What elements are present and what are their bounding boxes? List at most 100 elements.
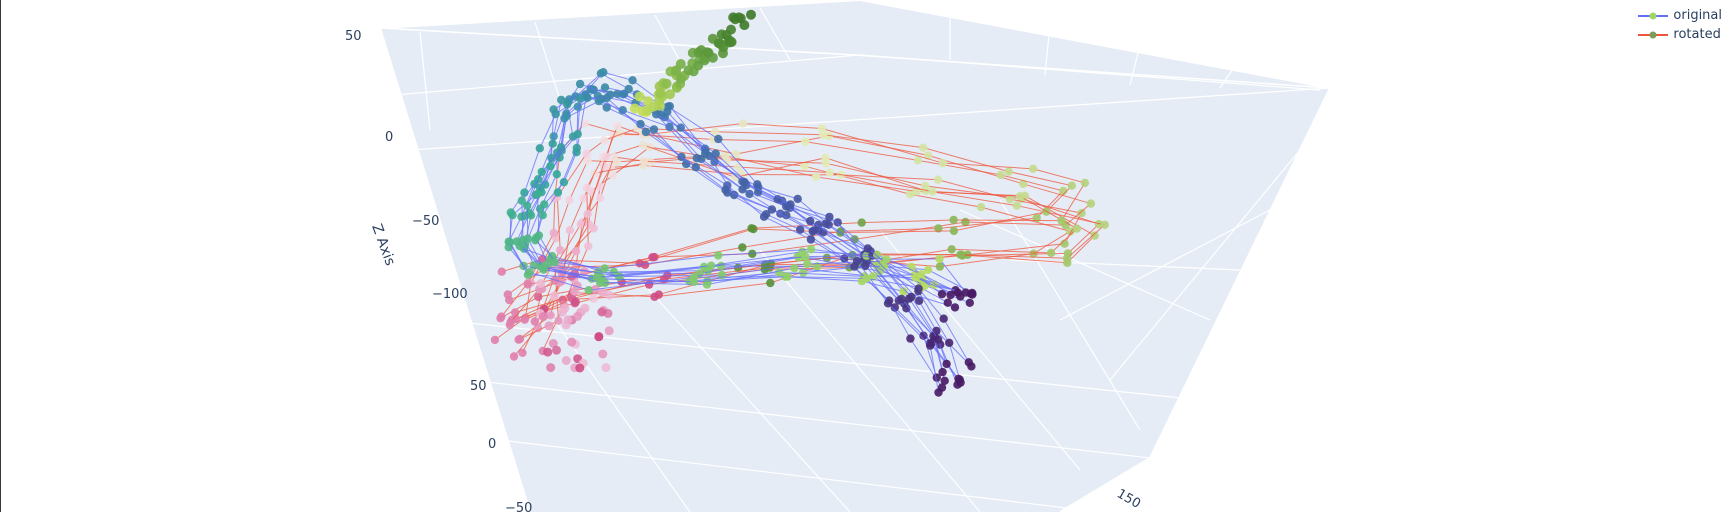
rotated-point	[825, 168, 834, 177]
rotated-point	[579, 194, 588, 203]
rotated-point	[613, 121, 622, 131]
original-point	[711, 149, 720, 158]
rotated-point	[919, 143, 928, 152]
rotated-point	[597, 307, 607, 317]
rotated-point	[639, 156, 648, 166]
original-point	[517, 212, 526, 221]
original-point	[965, 298, 974, 307]
rotated-point	[601, 363, 611, 373]
gridline	[534, 21, 561, 101]
original-point	[860, 261, 870, 271]
gridline	[1109, 149, 1301, 381]
original-point	[515, 241, 524, 251]
legend-label-original: original	[1673, 8, 1722, 23]
rotated-point	[523, 280, 532, 289]
original-point	[964, 358, 973, 367]
gridline	[439, 319, 1201, 401]
gridline	[394, 54, 861, 96]
rotated-point	[582, 183, 591, 193]
rotated-point	[905, 190, 915, 199]
rotated-point	[573, 311, 582, 321]
rotated-point	[604, 326, 614, 336]
original-point	[710, 157, 719, 166]
z-tick-label: −50	[412, 214, 439, 229]
rotated-point	[1005, 194, 1015, 204]
z-tick-label: −100	[432, 287, 468, 302]
gridline	[469, 379, 1151, 459]
rotated-point	[949, 215, 958, 225]
original-point	[535, 144, 544, 153]
original-point	[600, 83, 610, 92]
original-point	[923, 265, 933, 274]
original-point	[868, 272, 878, 281]
rotated-point	[1015, 192, 1025, 201]
original-point	[553, 188, 563, 197]
original-point	[738, 185, 747, 194]
rotated-point	[857, 218, 866, 227]
original-point	[862, 274, 871, 283]
original-point	[717, 270, 727, 280]
original-point	[932, 373, 941, 382]
rotated-point	[549, 291, 559, 301]
original-point	[702, 280, 712, 289]
rotated-point	[1067, 181, 1077, 190]
original-point	[906, 334, 915, 343]
original-point	[665, 122, 674, 132]
gridline	[639, 279, 851, 512]
original-point	[707, 261, 716, 270]
original-point	[950, 303, 960, 312]
original-point	[934, 388, 943, 397]
legend-item-rotated[interactable]: rotated	[1638, 25, 1722, 44]
rotated-point	[821, 153, 830, 162]
rotated-point	[638, 140, 648, 149]
y-tick-label: 50	[470, 379, 487, 394]
original-point	[946, 290, 955, 300]
rotated-point	[575, 363, 585, 373]
rotated-point	[563, 315, 573, 325]
rotated-point	[609, 152, 618, 162]
original-point	[594, 96, 604, 106]
gridline	[959, 209, 1211, 321]
original-point	[691, 163, 700, 172]
original-point	[520, 188, 529, 197]
rotated-point	[996, 170, 1005, 180]
rotated-point	[1012, 201, 1021, 210]
original-point	[806, 216, 815, 226]
y-tick-label: 0	[488, 437, 496, 452]
original-point	[902, 304, 911, 313]
rotated-point	[580, 119, 589, 128]
original-point	[753, 180, 762, 189]
original-point	[552, 170, 561, 179]
original-point	[575, 79, 585, 89]
original-point	[624, 84, 633, 94]
original-point	[606, 90, 615, 99]
rotated-point	[766, 278, 775, 288]
rotated-point	[546, 311, 555, 320]
original-point	[618, 106, 627, 115]
original-point	[917, 270, 926, 279]
original-point	[523, 270, 533, 279]
rotated-point	[583, 156, 592, 165]
original-point	[676, 73, 687, 84]
original-point	[556, 143, 566, 152]
rotated-point	[721, 151, 730, 160]
z-tick-label: 50	[345, 29, 362, 44]
rotated-point	[800, 161, 809, 171]
series-rotated-trace[interactable]	[490, 119, 1110, 373]
original-point	[933, 335, 943, 344]
gridline	[759, 249, 981, 512]
rotated-point	[536, 279, 546, 288]
original-point	[523, 201, 532, 210]
rotated-point	[497, 267, 506, 276]
rotated-point	[530, 317, 539, 326]
rotated-point	[734, 162, 743, 172]
series-original-trace[interactable]	[504, 9, 977, 397]
original-point	[573, 129, 582, 139]
original-point	[548, 139, 557, 148]
rotated-point	[1090, 231, 1099, 240]
original-point	[746, 9, 756, 20]
legend-item-original[interactable]: original	[1638, 6, 1722, 25]
rotated-point	[601, 152, 610, 161]
rotated-point	[589, 224, 598, 233]
